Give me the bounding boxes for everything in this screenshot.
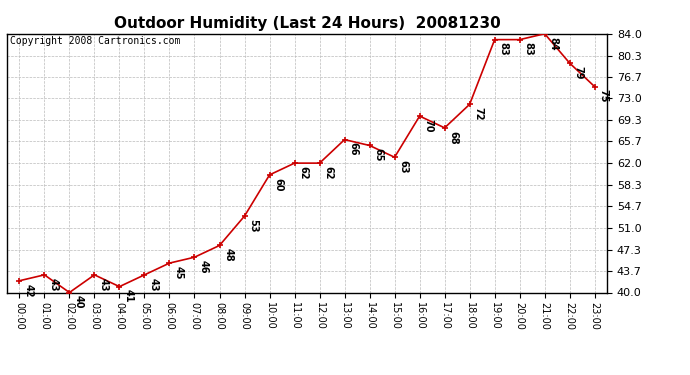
Text: 42: 42 xyxy=(23,284,34,297)
Text: 70: 70 xyxy=(424,119,434,132)
Text: 66: 66 xyxy=(348,142,359,156)
Text: 46: 46 xyxy=(199,260,208,273)
Text: 63: 63 xyxy=(399,160,408,174)
Text: 48: 48 xyxy=(224,248,234,262)
Text: 62: 62 xyxy=(299,166,308,179)
Title: Outdoor Humidity (Last 24 Hours)  20081230: Outdoor Humidity (Last 24 Hours) 2008123… xyxy=(114,16,500,31)
Text: 62: 62 xyxy=(324,166,334,179)
Text: 83: 83 xyxy=(499,42,509,56)
Text: 79: 79 xyxy=(574,66,584,80)
Text: 84: 84 xyxy=(549,36,559,50)
Text: 75: 75 xyxy=(599,90,609,103)
Text: 68: 68 xyxy=(448,130,459,144)
Text: 83: 83 xyxy=(524,42,534,56)
Text: 45: 45 xyxy=(174,266,184,279)
Text: 72: 72 xyxy=(474,107,484,121)
Text: 65: 65 xyxy=(374,148,384,162)
Text: 60: 60 xyxy=(274,178,284,191)
Text: 41: 41 xyxy=(124,290,134,303)
Text: 43: 43 xyxy=(48,278,59,291)
Text: 53: 53 xyxy=(248,219,259,232)
Text: 40: 40 xyxy=(74,295,83,309)
Text: 43: 43 xyxy=(148,278,159,291)
Text: 43: 43 xyxy=(99,278,108,291)
Text: Copyright 2008 Cartronics.com: Copyright 2008 Cartronics.com xyxy=(10,36,180,46)
